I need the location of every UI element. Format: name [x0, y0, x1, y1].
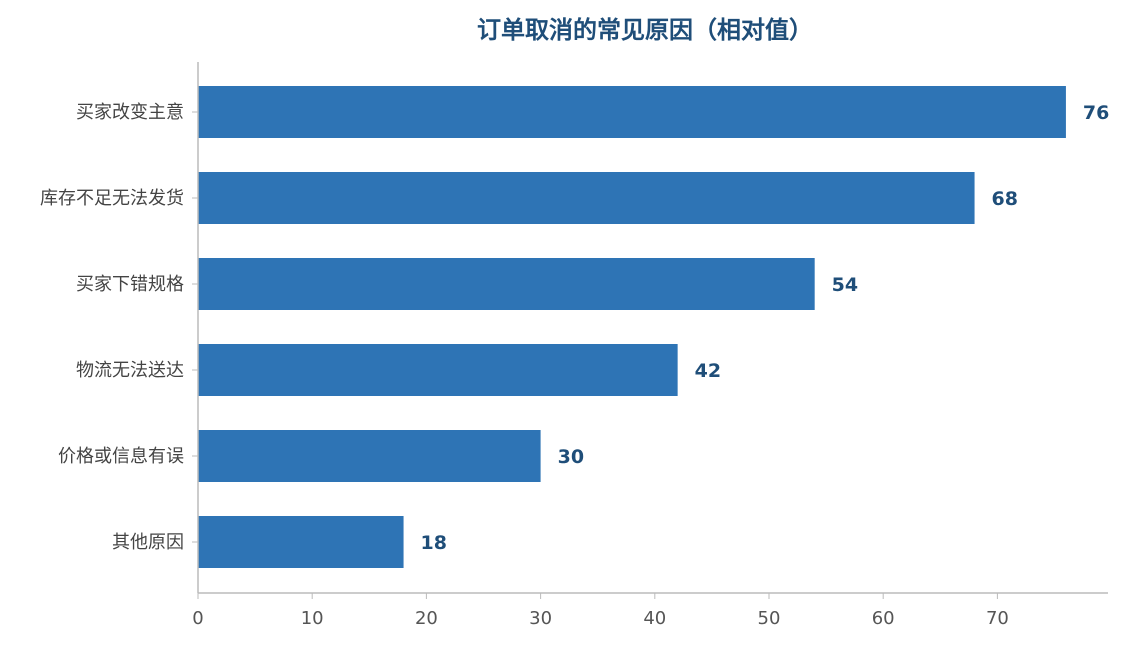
- y-tick-label-1: 库存不足无法发货: [40, 188, 184, 209]
- data-label-2: 54: [832, 274, 858, 296]
- data-label-3: 42: [695, 360, 721, 382]
- bar-5: [198, 516, 404, 568]
- bar-1: [198, 172, 975, 224]
- bar-2: [198, 258, 815, 310]
- y-tick-label-3: 物流无法送达: [76, 360, 184, 381]
- data-label-4: 30: [558, 446, 584, 468]
- x-tick-label-7: 70: [986, 608, 1009, 629]
- data-label-0: 76: [1083, 102, 1109, 124]
- bar-0: [198, 86, 1066, 138]
- bar-3: [198, 344, 678, 396]
- y-tick-label-0: 买家改变主意: [76, 102, 184, 123]
- x-tick-label-2: 20: [415, 608, 438, 629]
- y-tick-label-5: 其他原因: [112, 532, 184, 553]
- bars-layer: 76 68 54 42 30 18: [198, 86, 1109, 568]
- data-label-1: 68: [992, 188, 1018, 210]
- x-tick-label-4: 40: [643, 608, 666, 629]
- bar-4: [198, 430, 541, 482]
- y-tick-label-4: 价格或信息有误: [58, 446, 184, 467]
- x-tick-label-5: 50: [758, 608, 781, 629]
- x-tick-label-3: 30: [529, 608, 552, 629]
- x-tick-label-1: 10: [301, 608, 324, 629]
- chart-title: 订单取消的常见原因（相对值）: [477, 16, 813, 44]
- y-tick-label-2: 买家下错规格: [76, 274, 184, 295]
- x-tick-label-0: 0: [192, 608, 203, 629]
- data-label-5: 18: [421, 532, 447, 554]
- x-tick-label-6: 60: [872, 608, 895, 629]
